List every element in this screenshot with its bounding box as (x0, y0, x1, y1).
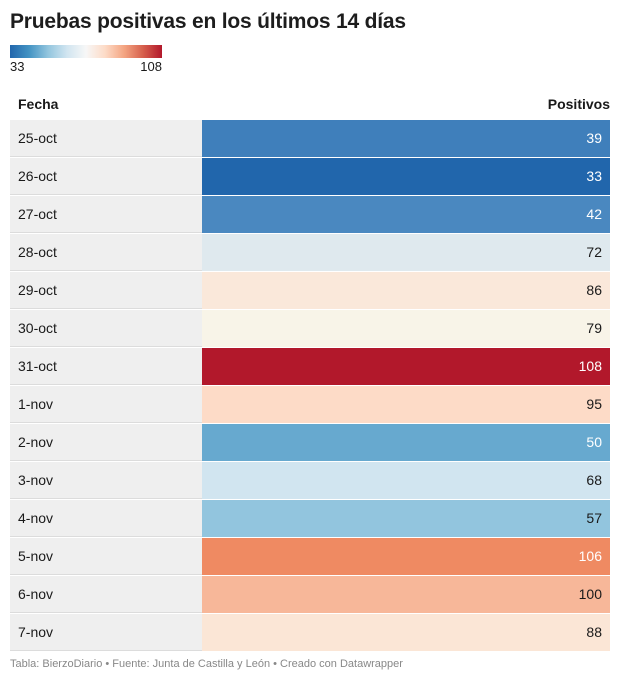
table-row: 1-nov 95 (10, 385, 610, 423)
table-row: 31-oct 108 (10, 347, 610, 385)
data-table: 25-oct 39 26-oct 33 27-oct 42 28-oct 72 29-oct 86… (10, 120, 610, 651)
value-cell: 33 (202, 158, 610, 195)
value-cell: 57 (202, 500, 610, 537)
legend-max-label: 108 (140, 59, 162, 74)
footer-source[interactable]: Fuente: Junta de Castilla y León (112, 658, 271, 670)
table-row: 29-oct 86 (10, 271, 610, 309)
value-cell: 42 (202, 196, 610, 233)
column-header-fecha[interactable]: Fecha (18, 96, 59, 112)
footer-credit-link[interactable]: Creado con Datawrapper (280, 658, 403, 670)
legend-gradient-bar (10, 45, 162, 58)
table-row: 26-oct 33 (10, 157, 610, 195)
footer-separator: • (102, 658, 113, 670)
footer-byline: Tabla: BierzoDiario (10, 658, 103, 670)
table-row: 5-nov 106 (10, 537, 610, 575)
table-row: 2-nov 50 (10, 423, 610, 461)
date-cell: 28-oct (10, 234, 202, 271)
column-header-positivos[interactable]: Positivos (547, 96, 610, 112)
date-cell: 3-nov (10, 462, 202, 499)
table-row: 28-oct 72 (10, 233, 610, 271)
date-cell: 29-oct (10, 272, 202, 309)
footer-credits: Tabla: BierzoDiario • Fuente: Junta de C… (10, 658, 403, 670)
value-cell: 50 (202, 424, 610, 461)
value-cell: 79 (202, 310, 610, 347)
date-cell: 26-oct (10, 158, 202, 195)
table-row: 6-nov 100 (10, 575, 610, 613)
legend-min-label: 33 (10, 59, 25, 74)
date-cell: 25-oct (10, 120, 202, 157)
table-row: 4-nov 57 (10, 499, 610, 537)
value-cell: 95 (202, 386, 610, 423)
value-cell: 108 (202, 348, 610, 385)
date-cell: 7-nov (10, 614, 202, 651)
color-legend: 33 108 (10, 45, 162, 74)
date-cell: 1-nov (10, 386, 202, 423)
footer-separator: • (270, 658, 281, 670)
value-cell: 68 (202, 462, 610, 499)
value-cell: 72 (202, 234, 610, 271)
date-cell: 30-oct (10, 310, 202, 347)
date-cell: 6-nov (10, 576, 202, 613)
value-cell: 86 (202, 272, 610, 309)
chart-title: Pruebas positivas en los últimos 14 días (10, 10, 406, 33)
value-cell: 106 (202, 538, 610, 575)
date-cell: 27-oct (10, 196, 202, 233)
table-row: 27-oct 42 (10, 195, 610, 233)
date-cell: 4-nov (10, 500, 202, 537)
date-cell: 2-nov (10, 424, 202, 461)
date-cell: 5-nov (10, 538, 202, 575)
value-cell: 100 (202, 576, 610, 613)
table-row: 7-nov 88 (10, 613, 610, 651)
table-row: 30-oct 79 (10, 309, 610, 347)
table-row: 25-oct 39 (10, 120, 610, 157)
date-cell: 31-oct (10, 348, 202, 385)
value-cell: 88 (202, 614, 610, 651)
table-row: 3-nov 68 (10, 461, 610, 499)
value-cell: 39 (202, 120, 610, 157)
